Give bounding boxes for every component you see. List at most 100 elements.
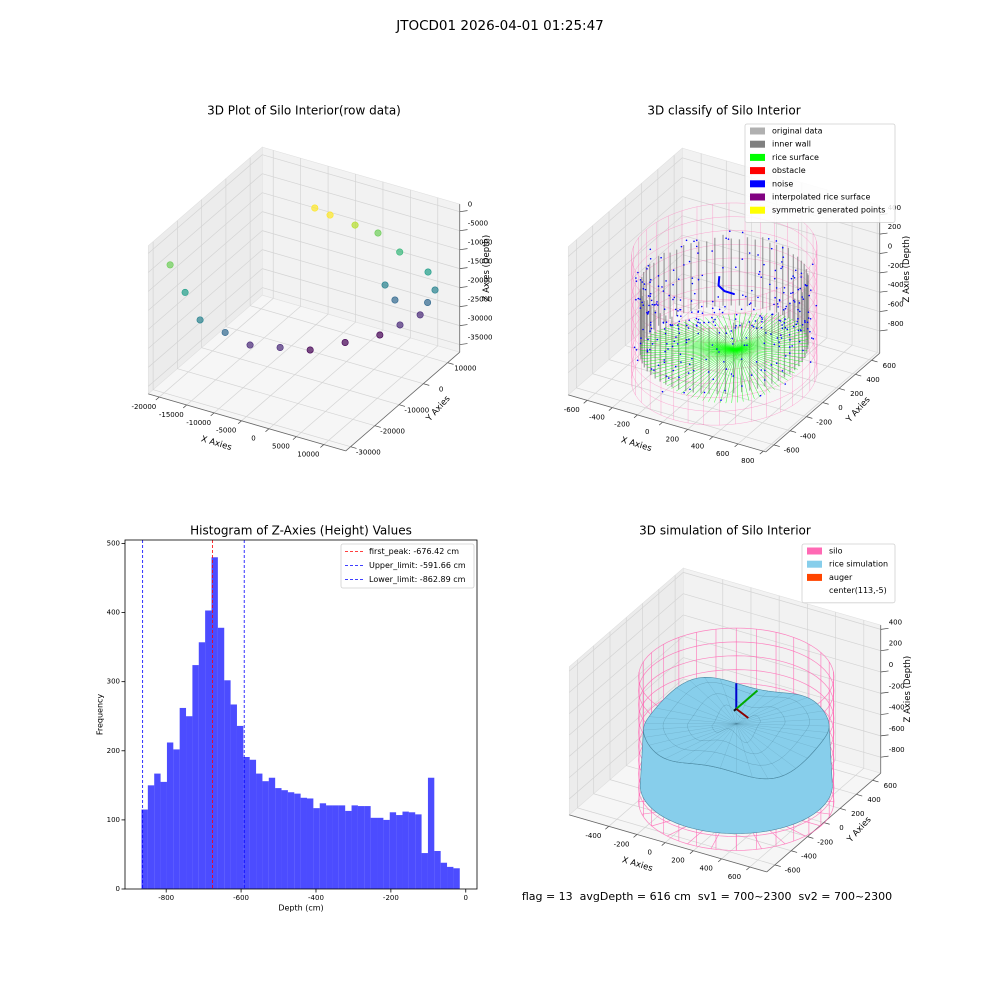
surface-line [736, 317, 790, 350]
noise-dot [668, 294, 671, 297]
grid-line [250, 305, 448, 364]
surface-line [699, 318, 737, 350]
noise-dot [761, 318, 764, 320]
noise-dot [778, 319, 781, 322]
surface-line [736, 349, 808, 351]
tick-mark [879, 329, 888, 332]
legend-label: auger [829, 573, 853, 582]
noise-dot [693, 292, 696, 295]
surface-line [736, 312, 752, 350]
noise-dot [806, 321, 809, 324]
rice-mesh [736, 723, 830, 727]
legend-swatch [807, 587, 822, 595]
noise-dot [693, 240, 695, 243]
tick-mark [822, 402, 829, 405]
legend-label: interpolated rice surface [772, 193, 870, 202]
z-axis-label: Z Axies (Depth) [902, 236, 912, 303]
noise-dot [635, 280, 638, 282]
noise-dot [781, 261, 783, 263]
surface-line [657, 330, 737, 350]
noise-dot [763, 379, 766, 381]
noise-dot [755, 361, 758, 363]
surface-line [736, 349, 771, 393]
noise-dot [760, 369, 763, 371]
x-axis-label: X Axies [621, 855, 654, 874]
z-tick-label: -10000 [468, 239, 493, 247]
bar [383, 819, 390, 889]
legend-label: first_peak: -676.42 cm [369, 547, 459, 556]
rice-mesh [655, 707, 737, 724]
y-tick-label: -400 [800, 432, 816, 440]
grid-line [225, 326, 424, 385]
grid-line [148, 154, 263, 254]
noise-dot [807, 317, 810, 319]
grid-line [569, 572, 684, 672]
rice-mesh [736, 710, 824, 724]
rice-mesh [720, 678, 737, 724]
surface-line [641, 349, 737, 360]
grid-line [153, 389, 351, 448]
legend-swatch [750, 167, 765, 175]
legend-label: rice surface [772, 153, 819, 162]
noise-dot [748, 252, 751, 254]
noise-dot [758, 273, 760, 276]
noise-dot [770, 247, 773, 250]
surface-line [713, 349, 738, 403]
noise-dot [763, 263, 765, 266]
grid-line [186, 305, 301, 406]
noise-dot [801, 296, 803, 298]
noise-dot [792, 291, 794, 294]
legend-label: obstacle [772, 166, 806, 175]
noise-dot [647, 295, 650, 297]
y-tick-label: 600 [883, 362, 896, 370]
legend-box [340, 543, 475, 589]
noise-dot [796, 320, 799, 323]
surface-line [736, 349, 798, 370]
y-tick-label: 200 [107, 747, 120, 755]
noise-dot [700, 305, 703, 308]
bar [351, 805, 358, 889]
tick-mark [608, 407, 613, 411]
noise-dot [809, 317, 812, 320]
noise-dot [781, 246, 784, 249]
bar [211, 557, 218, 889]
bar [434, 850, 441, 889]
rice-mesh [736, 723, 824, 740]
grid-line [262, 192, 460, 250]
noise-dot [783, 322, 786, 324]
tick-mark [879, 310, 888, 312]
bar [154, 773, 161, 889]
noise-dot [763, 342, 766, 345]
noise-dot [671, 324, 674, 326]
rice-mesh [643, 723, 737, 731]
noise-dot [690, 311, 693, 313]
grid-line [683, 593, 881, 652]
noise-dot [757, 254, 759, 256]
tick-mark [856, 793, 863, 797]
noise-dot [780, 337, 783, 339]
noise-dot [735, 324, 737, 327]
surface-line [736, 342, 809, 350]
noise-dot [714, 318, 716, 321]
noise-dot [654, 311, 657, 314]
bar [262, 781, 269, 889]
tick-mark [398, 404, 406, 407]
noise-dot [723, 360, 725, 363]
legend-label: original data [772, 127, 823, 136]
grid-line [262, 211, 460, 269]
surface-line [736, 346, 808, 350]
noise-dot [779, 320, 782, 322]
grid-line [296, 337, 411, 437]
noise-dot [784, 326, 787, 329]
surface-line [643, 349, 737, 363]
tick-mark [879, 271, 888, 274]
tick-mark [879, 252, 888, 254]
noise-dot [697, 321, 699, 324]
axes-3d: 3D Plot of Silo Interior(row data) -20000… [131, 104, 492, 459]
rice-mesh [736, 723, 828, 733]
status-annotation: flag = 13 avgDepth = 616 cm sv1 = 700~23… [522, 890, 892, 903]
noise-dot [748, 303, 751, 306]
noise-dot [685, 324, 688, 327]
noise-dot [675, 336, 677, 338]
x-tick-label: 800 [741, 457, 754, 465]
